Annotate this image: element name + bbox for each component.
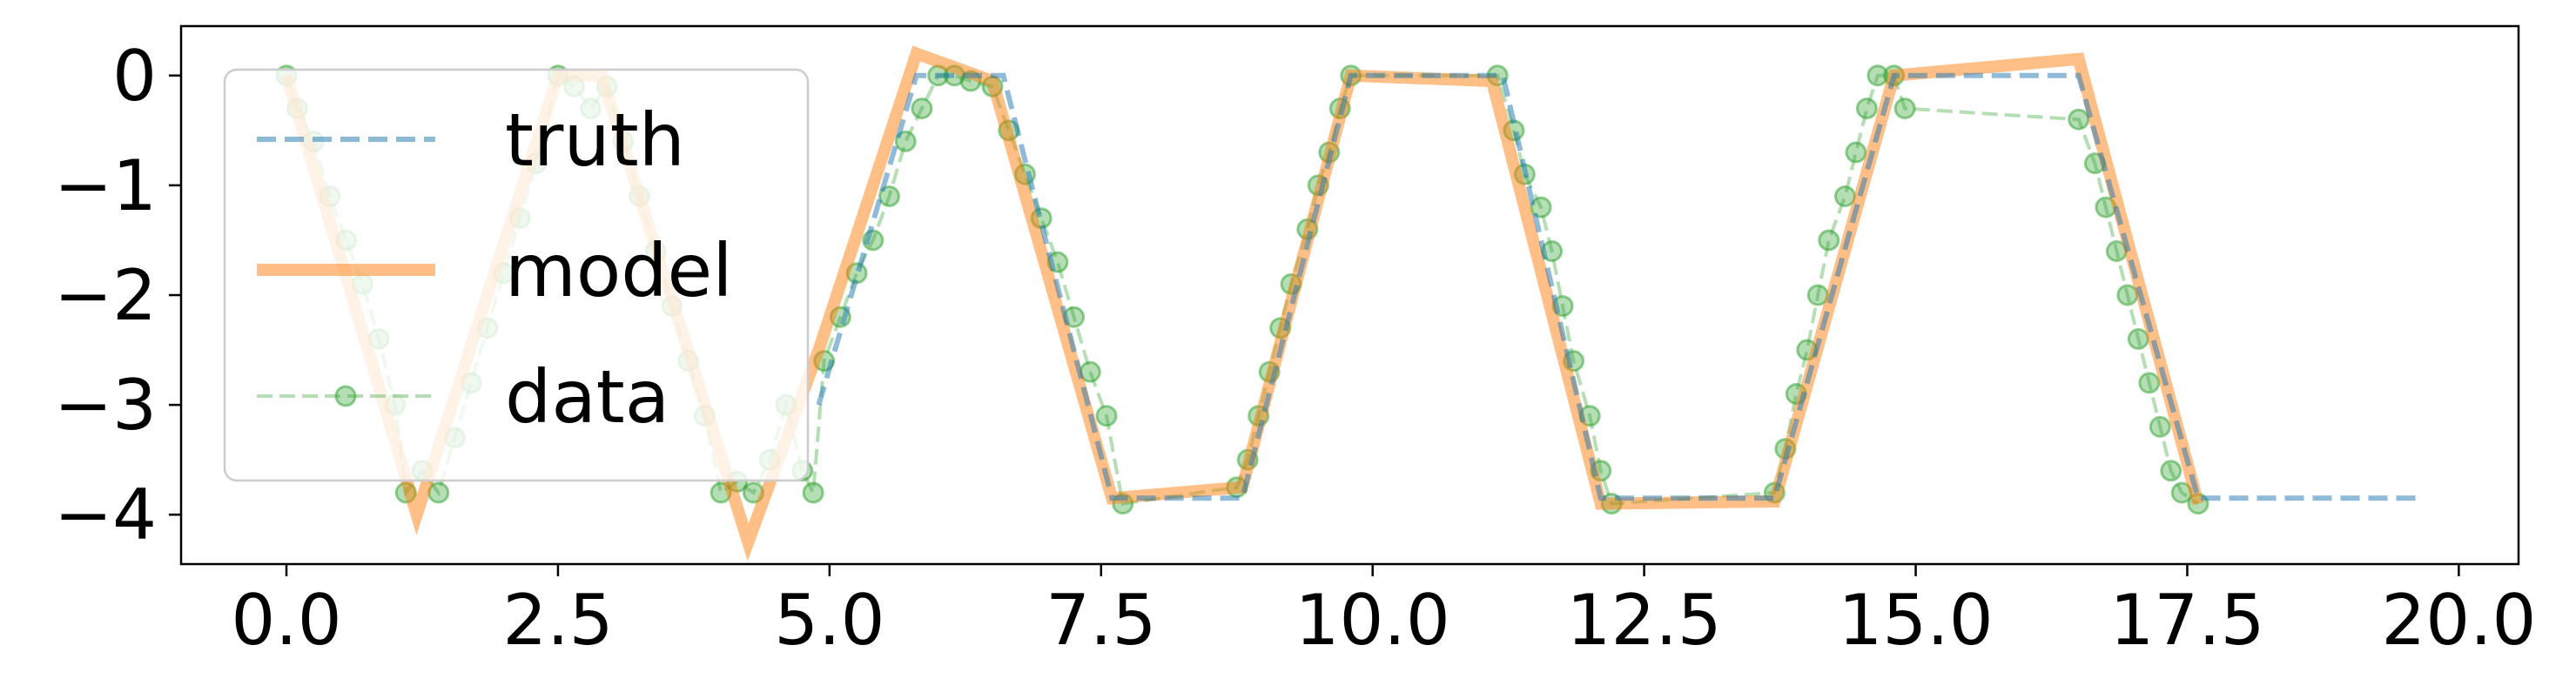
x-tick-label: 10.0 — [1295, 580, 1450, 661]
x-tick-label: 20.0 — [2381, 580, 2536, 661]
data-point — [2127, 327, 2149, 350]
data-point — [2160, 460, 2183, 482]
y-tick-label: 0 — [112, 36, 157, 117]
data-point — [2068, 108, 2090, 131]
legend-box — [223, 68, 810, 482]
data-point — [1845, 141, 1867, 164]
x-tick-label: 17.5 — [2109, 580, 2264, 661]
x-tick-label: 2.5 — [502, 580, 613, 661]
legend-marker-data — [334, 385, 357, 407]
data-point — [802, 481, 824, 504]
data-point — [2149, 415, 2171, 438]
legend-label-truth: truth — [505, 97, 685, 183]
y-tick-label: −3 — [54, 365, 157, 446]
y-axis: 0 −1 −2 −3 −4 — [54, 36, 181, 555]
data-point — [1833, 185, 1856, 207]
data-point — [1866, 64, 1889, 87]
x-tick-label: 0.0 — [231, 580, 341, 661]
data-point — [1855, 97, 1878, 120]
x-tick-label: 12.5 — [1567, 580, 1722, 661]
x-tick-label: 5.0 — [774, 580, 884, 661]
data-point — [1095, 405, 1118, 427]
y-tick-label: −2 — [54, 255, 157, 336]
legend: truth model data — [223, 68, 810, 482]
y-tick-label: −4 — [54, 474, 157, 555]
x-tick-label: 7.5 — [1046, 580, 1156, 661]
legend-label-model: model — [505, 228, 733, 313]
x-tick-label: 15.0 — [1838, 580, 1993, 661]
series-truth-line — [816, 72, 2416, 501]
legend-label-data: data — [505, 354, 669, 440]
y-tick-label: −1 — [54, 145, 157, 226]
data-point — [1893, 97, 1916, 120]
data-point — [911, 97, 933, 120]
data-point — [1530, 196, 1552, 218]
data-point — [1818, 229, 1840, 252]
x-axis: 0.0 2.5 5.0 7.5 10.0 12.5 15.0 17.5 20.0 — [231, 564, 2536, 661]
data-point — [2138, 372, 2161, 394]
